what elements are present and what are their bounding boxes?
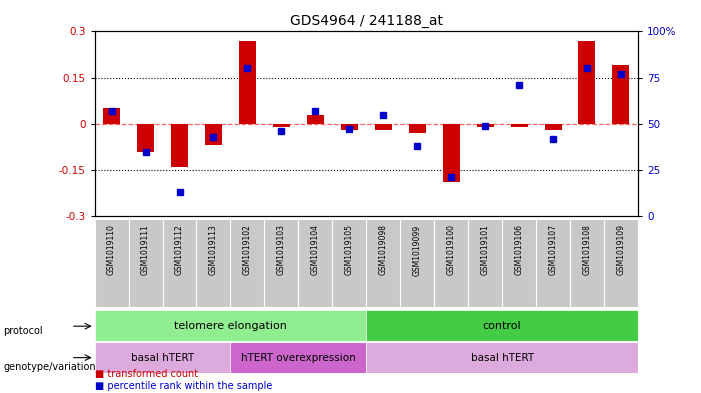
Bar [367,342,638,373]
Text: hTERT overexpression: hTERT overexpression [241,353,355,363]
Text: genotype/variation: genotype/variation [4,362,96,373]
Bar [239,40,256,124]
Text: GSM1019100: GSM1019100 [447,224,456,275]
Bar [442,124,460,182]
Text: ■ transformed count: ■ transformed count [95,369,198,379]
Bar [307,115,324,124]
Text: basal hTERT: basal hTERT [131,353,194,363]
Bar [95,342,231,373]
Bar [171,124,188,167]
Bar [367,310,638,342]
Text: GSM1019107: GSM1019107 [548,224,557,275]
Text: GSM1019105: GSM1019105 [345,224,354,275]
Text: control: control [483,321,522,331]
Text: telomere elongation: telomere elongation [174,321,287,331]
Bar [578,40,595,124]
Text: GSM1019102: GSM1019102 [243,224,252,275]
Bar [137,124,154,151]
Bar [375,124,392,130]
Bar [409,124,426,133]
Text: GSM1019099: GSM1019099 [413,224,422,275]
Bar [205,124,222,145]
Text: GSM1019103: GSM1019103 [277,224,286,275]
Text: ■ percentile rank within the sample: ■ percentile rank within the sample [95,381,272,391]
Text: protocol: protocol [4,327,43,336]
Text: GSM1019113: GSM1019113 [209,224,218,275]
Bar [510,124,528,127]
Text: GSM1019111: GSM1019111 [141,224,150,275]
Bar [545,124,562,130]
Bar [231,342,367,373]
Text: basal hTERT: basal hTERT [470,353,533,363]
Text: GSM1019109: GSM1019109 [616,224,625,275]
Title: GDS4964 / 241188_at: GDS4964 / 241188_at [290,14,443,28]
Bar [273,124,290,127]
Text: GSM1019110: GSM1019110 [107,224,116,275]
Bar [341,124,358,130]
Bar [103,108,120,124]
Bar [613,65,629,124]
Bar [477,124,494,127]
Text: GSM1019101: GSM1019101 [481,224,489,275]
Text: GSM1019104: GSM1019104 [311,224,320,275]
Text: GSM1019098: GSM1019098 [379,224,388,275]
Bar [95,310,366,342]
Text: GSM1019106: GSM1019106 [515,224,524,275]
Text: GSM1019108: GSM1019108 [583,224,592,275]
Text: GSM1019112: GSM1019112 [175,224,184,275]
